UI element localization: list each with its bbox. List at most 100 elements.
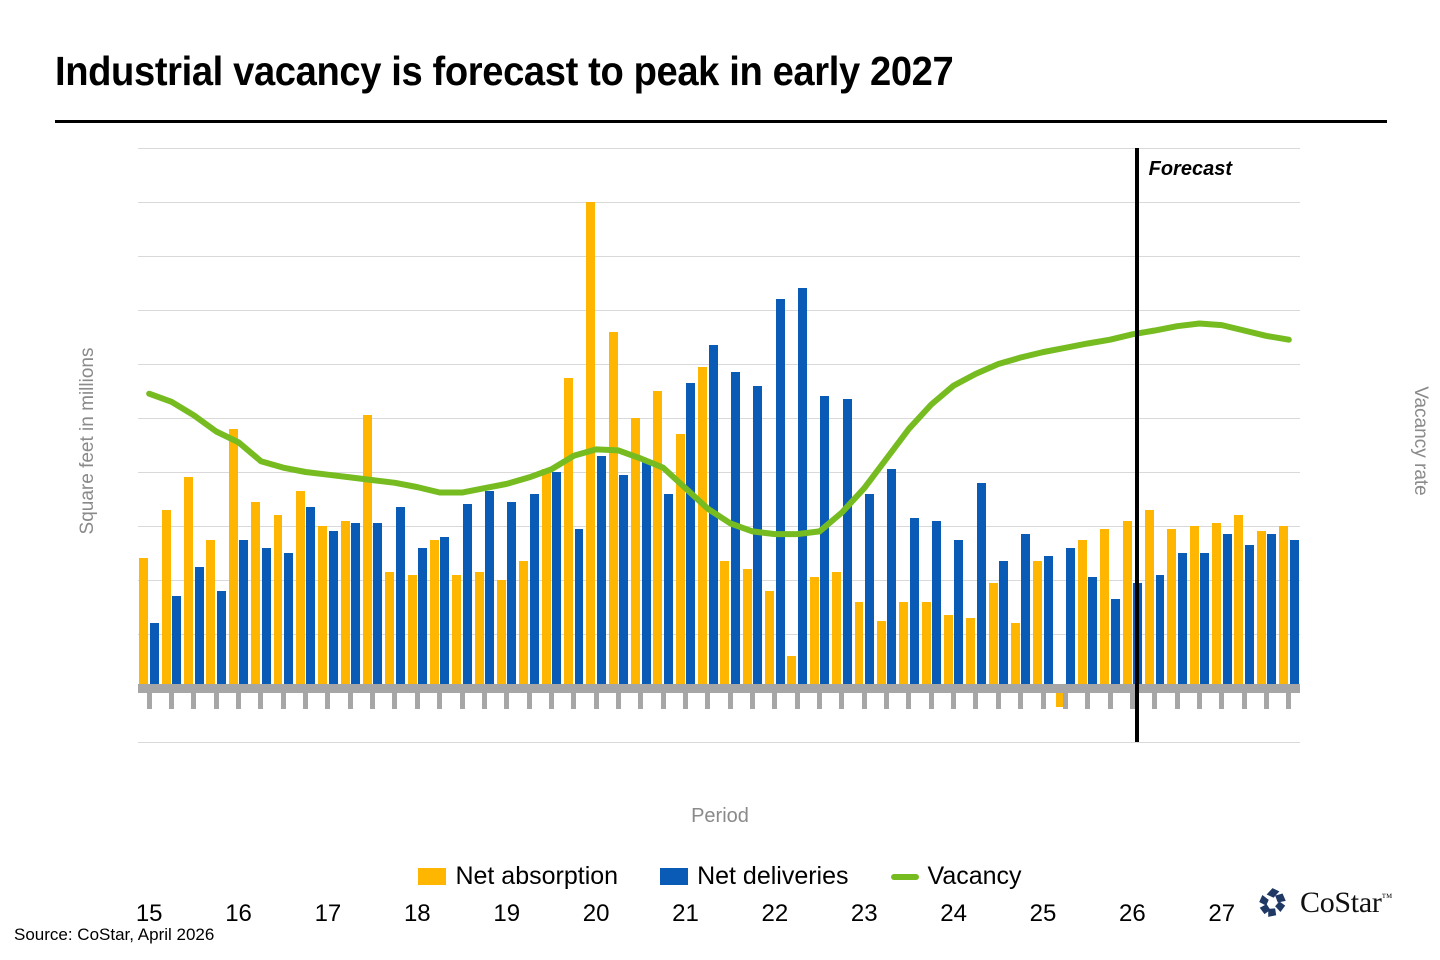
bar-net-absorption (720, 561, 730, 688)
bar-net-deliveries (909, 517, 919, 688)
bar-net-deliveries (775, 299, 785, 688)
bar-net-deliveries (239, 539, 249, 688)
bar-net-deliveries (306, 507, 316, 688)
x-axis-label: 25 (1029, 900, 1057, 927)
bar-net-deliveries (753, 385, 763, 688)
x-axis-tick (593, 692, 599, 709)
bar-net-deliveries (462, 504, 472, 688)
x-axis-tick (325, 692, 331, 709)
forecast-divider (1134, 148, 1139, 742)
x-axis-tick (1018, 692, 1024, 709)
bar-net-absorption (1077, 539, 1087, 688)
x-axis-tick (504, 692, 510, 709)
bar-net-deliveries (261, 547, 271, 688)
bar-net-deliveries (865, 493, 874, 688)
bar-net-absorption (429, 539, 439, 688)
y-axis-left-title: Square feet in millions (77, 347, 98, 535)
legend-item[interactable]: Net deliveries (660, 862, 849, 891)
x-axis-label: 26 (1119, 900, 1146, 927)
bar-net-absorption (295, 490, 305, 688)
x-axis-label: 27 (1208, 900, 1236, 927)
x-axis-tick (928, 692, 934, 709)
bar-net-absorption (139, 558, 149, 688)
bar-net-deliveries (373, 523, 383, 688)
x-axis-tick (392, 692, 398, 709)
chart-legend: Net absorption Net deliveries Vacancy (0, 862, 1440, 891)
bar-net-deliveries (999, 561, 1009, 688)
bar-net-absorption (496, 580, 506, 688)
bar-net-absorption (787, 655, 797, 688)
bar-net-deliveries (619, 474, 629, 688)
x-axis-tick (705, 692, 711, 709)
bar-net-absorption (206, 539, 216, 688)
gridline (138, 418, 1300, 419)
bar-net-absorption (608, 331, 618, 688)
x-axis-tick (1241, 692, 1247, 709)
bar-net-absorption (1010, 623, 1020, 688)
bar-net-absorption (452, 574, 462, 688)
bar-net-deliveries (708, 345, 718, 688)
bar-net-deliveries (485, 490, 495, 688)
costar-wordmark: CoStar™ (1300, 886, 1393, 919)
costar-pinwheel-icon (1259, 888, 1286, 917)
bar-net-absorption (1033, 561, 1043, 688)
x-axis-tick (906, 692, 912, 709)
x-axis-tick (794, 692, 800, 709)
bar-net-deliveries (395, 507, 405, 688)
gridline (138, 580, 1300, 581)
x-axis-tick (973, 692, 979, 709)
x-axis-tick (1219, 692, 1225, 709)
bar-net-absorption (876, 620, 886, 688)
bar-net-deliveries (1177, 553, 1187, 688)
x-axis-tick (459, 692, 465, 709)
bar-net-absorption (519, 561, 529, 688)
x-axis-tick (682, 692, 688, 709)
x-axis-tick (236, 692, 242, 709)
x-axis-label: 17 (314, 900, 342, 927)
x-axis-tick (414, 692, 420, 709)
bar-net-absorption (340, 520, 350, 688)
gridline (138, 256, 1300, 257)
x-axis-tick (437, 692, 443, 709)
legend-swatch-square-icon (418, 868, 447, 885)
legend-item[interactable]: Vacancy (890, 862, 1022, 891)
x-axis-tick (817, 692, 823, 709)
bar-net-deliveries (1088, 577, 1098, 688)
y-axis-right-title: Vacancy rate (1410, 386, 1431, 496)
bar-net-absorption (742, 569, 752, 688)
x-axis-label: 22 (761, 900, 789, 927)
x-axis-tick (191, 692, 197, 709)
bar-net-absorption (362, 415, 372, 688)
x-axis-tick (370, 692, 376, 709)
bar-net-absorption (541, 469, 551, 688)
bar-net-absorption (1100, 528, 1110, 688)
bar-net-absorption (809, 577, 819, 688)
bar-net-absorption (407, 574, 417, 688)
legend-item[interactable]: Net absorption (418, 862, 618, 891)
x-axis-tick (995, 692, 1001, 709)
legend-label: Net deliveries (697, 862, 849, 890)
x-axis-tick (1196, 692, 1202, 709)
x-axis-tick (213, 692, 219, 709)
x-axis-label: 20 (582, 900, 610, 927)
bar-net-deliveries (149, 623, 159, 688)
legend-swatch-line-icon (890, 873, 919, 880)
bar-net-deliveries (686, 382, 696, 688)
bar-net-absorption (854, 601, 864, 688)
plot-area: 20011%18010%1609%1408%1207%1006%805%604%… (136, 148, 1300, 927)
bar-net-deliveries (574, 528, 584, 688)
x-axis-tick (1174, 692, 1180, 709)
bar-net-absorption (184, 477, 194, 688)
bar-net-absorption (698, 366, 708, 688)
x-axis-tick (1085, 692, 1091, 709)
x-axis-tick (951, 692, 957, 709)
x-axis-tick (258, 692, 264, 709)
x-axis-tick (772, 692, 778, 709)
bar-net-absorption (988, 582, 998, 688)
vacancy-line (146, 320, 1292, 538)
bar-net-absorption (1256, 531, 1266, 688)
gridline (138, 202, 1300, 203)
bar-net-deliveries (797, 288, 807, 688)
bar-net-deliveries (954, 539, 964, 688)
